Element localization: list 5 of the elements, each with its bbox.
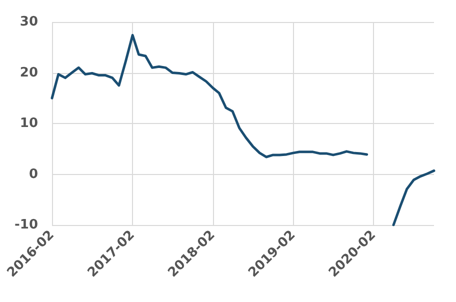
y-tick-label: 0 <box>28 166 38 182</box>
y-tick-label: -10 <box>14 218 38 232</box>
y-tick-label: 30 <box>20 14 38 30</box>
y-tick-label: 10 <box>20 116 38 131</box>
y-tick-label: 20 <box>20 65 38 80</box>
